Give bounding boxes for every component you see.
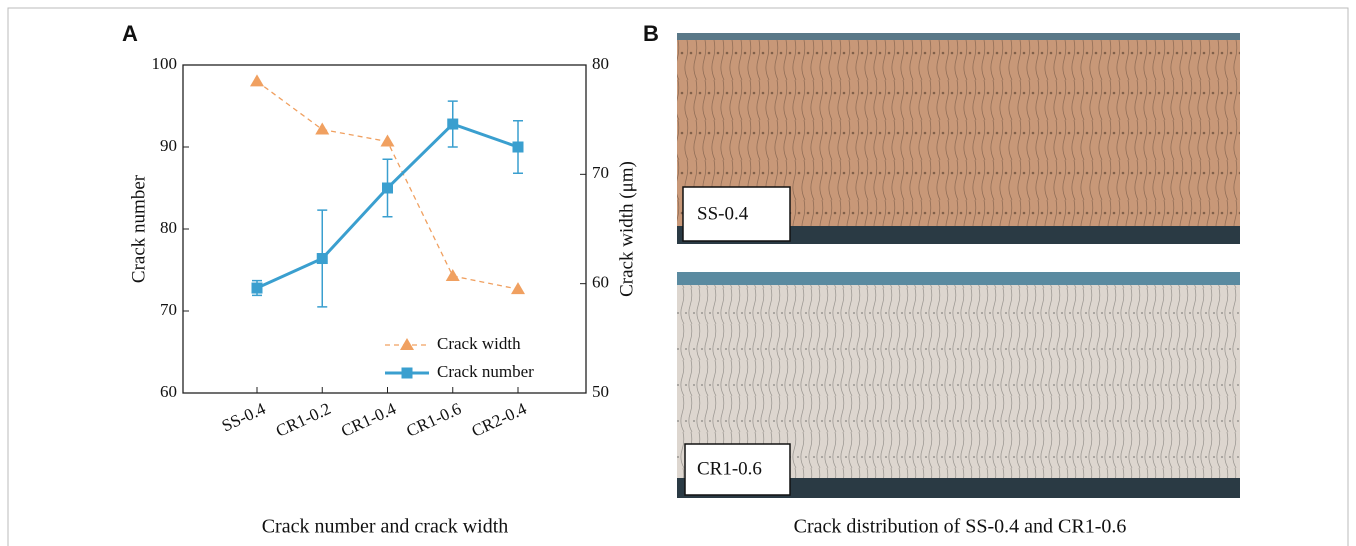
page: {"chart_data": {"type": "line", "panel_l… — [0, 0, 1356, 546]
y-tick-label: 60 — [160, 382, 177, 401]
y-tick-label: 100 — [152, 54, 178, 73]
y-tick-label: 80 — [160, 218, 177, 237]
y-tick-label: 70 — [160, 300, 177, 319]
y2-tick-label: 70 — [592, 163, 609, 182]
y-axis-label: Crack number — [128, 174, 149, 283]
marker — [382, 183, 393, 194]
marker — [315, 123, 329, 135]
legend-label: Crack number — [437, 362, 534, 381]
marker — [381, 135, 395, 147]
legend-marker — [402, 368, 413, 379]
marker — [252, 283, 263, 294]
marker — [513, 142, 524, 153]
legend-marker — [400, 338, 414, 350]
x-tick-label: CR2-0.4 — [469, 399, 530, 441]
y-tick-label: 90 — [160, 136, 177, 155]
marker — [447, 119, 458, 130]
x-tick-label: CR1-0.2 — [273, 399, 334, 441]
marker — [250, 74, 264, 86]
photo-label: CR1-0.6 — [697, 458, 762, 479]
panel-label: B — [643, 21, 659, 46]
legend-label: Crack width — [437, 334, 521, 353]
marker — [317, 253, 328, 264]
caption: Crack number and crack width — [262, 516, 509, 538]
y2-axis-label: Crack width (μm) — [616, 161, 637, 297]
panel-label: A — [122, 21, 138, 46]
figure: A B Crack number and crack width Crack d… — [0, 0, 1356, 546]
caption: Crack distribution of SS-0.4 and CR1-0.6 — [794, 516, 1127, 538]
y2-tick-label: 80 — [592, 54, 609, 73]
marker — [446, 269, 460, 281]
y2-tick-label: 60 — [592, 273, 609, 292]
x-tick-label: CR1-0.4 — [338, 399, 399, 441]
x-tick-label: CR1-0.6 — [403, 399, 464, 441]
plot-frame — [183, 65, 586, 393]
marker — [511, 282, 525, 294]
x-tick-label: SS-0.4 — [219, 399, 269, 436]
y2-tick-label: 50 — [592, 382, 609, 401]
photo-label: SS-0.4 — [697, 203, 749, 224]
